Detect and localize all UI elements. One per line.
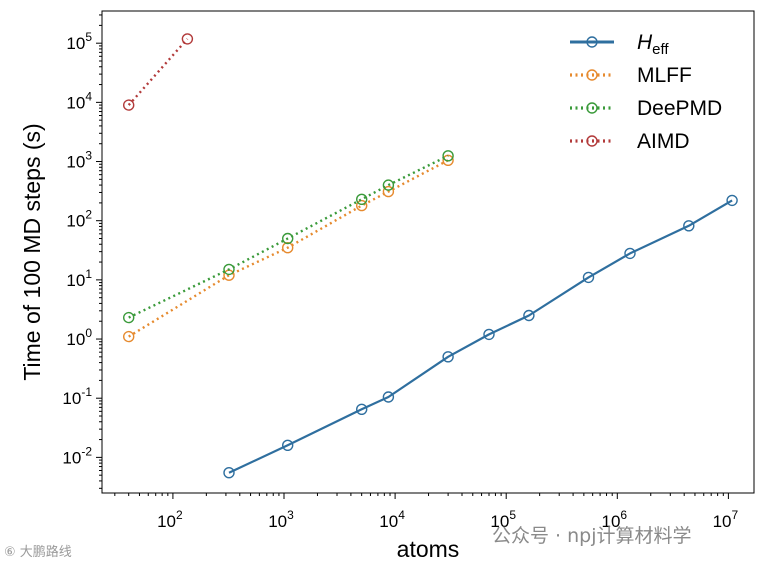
data-point	[356, 403, 368, 415]
data-point	[181, 33, 194, 45]
legend-label: Heff	[637, 31, 669, 58]
data-point	[442, 154, 454, 167]
legend-item: DeePMD	[570, 97, 722, 120]
data-point	[382, 185, 395, 198]
series-layer	[122, 33, 738, 479]
data-point	[483, 328, 495, 341]
data-point	[223, 263, 235, 276]
data-point	[683, 220, 695, 232]
legend-item: MLFF	[570, 64, 692, 87]
y-tick-label: 10-1	[62, 385, 92, 408]
legend-swatch-marker	[586, 36, 598, 48]
data-point	[282, 241, 294, 254]
legend-swatch-marker	[586, 69, 598, 81]
y-axis-ticks: 10-2 10-1 100 101 102 103 104 105	[62, 14, 102, 489]
legend-label: AIMD	[637, 130, 690, 153]
series-mlff	[122, 154, 454, 343]
data-point	[356, 193, 368, 206]
x-tick-label: 104	[379, 508, 405, 531]
data-point	[223, 269, 235, 281]
legend-item: AIMD	[570, 130, 690, 153]
data-point	[726, 194, 738, 207]
series-line	[128, 159, 449, 338]
data-point	[122, 330, 135, 343]
series-aimd	[122, 33, 194, 111]
x-tick-label: 103	[268, 508, 294, 531]
series-deepmd	[122, 150, 454, 324]
x-tick-label: 106	[601, 508, 627, 531]
legend: Heff MLFF DeePMD AIMD	[570, 31, 722, 153]
y-axis-title: Time of 100 MD steps (s)	[19, 123, 45, 380]
y-tick-label: 100	[66, 326, 92, 349]
x-axis-ticks: 102 103 104 105 106 107	[114, 493, 739, 531]
legend-label: DeePMD	[637, 97, 722, 120]
data-point	[382, 179, 395, 191]
legend-label: MLFF	[637, 64, 692, 87]
data-point	[442, 351, 454, 363]
watermark-right: 公众号 · npj计算材料学	[492, 525, 692, 547]
data-point	[122, 311, 135, 324]
y-tick-label: 101	[66, 267, 92, 290]
x-axis-title: atoms	[397, 536, 460, 562]
y-tick-label: 104	[66, 89, 92, 112]
data-point	[624, 247, 636, 260]
y-tick-label: 102	[66, 208, 92, 231]
x-tick-label: 105	[490, 508, 516, 531]
data-point	[282, 232, 294, 245]
data-point	[582, 271, 595, 284]
x-tick-label: 102	[157, 508, 183, 531]
series-line	[127, 38, 189, 106]
y-tick-label: 103	[66, 149, 92, 172]
y-tick-label: 10-2	[62, 444, 92, 467]
watermark-left: ⑥ 大鹏路线	[4, 545, 72, 560]
legend-swatch-marker	[586, 102, 598, 114]
data-point	[382, 391, 395, 403]
legend-item: Heff	[570, 31, 669, 58]
data-point	[356, 199, 368, 212]
x-tick-label: 107	[713, 508, 739, 531]
series-h-eff	[223, 194, 738, 479]
legend-swatch-marker	[586, 135, 598, 147]
data-point	[122, 99, 135, 111]
data-point	[282, 439, 294, 451]
data-point	[223, 467, 235, 479]
y-tick-label: 105	[66, 30, 92, 53]
data-point	[523, 309, 535, 322]
series-line	[228, 199, 733, 474]
series-line	[128, 154, 449, 319]
data-point	[442, 150, 454, 162]
